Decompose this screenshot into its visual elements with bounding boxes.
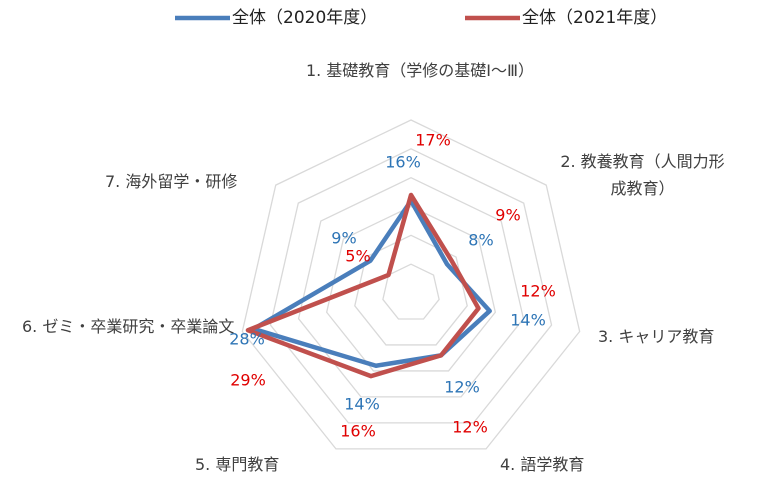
- data-label: 12%: [520, 282, 556, 301]
- axis-label: 6. ゼミ・卒業研究・卒業論文: [22, 317, 235, 336]
- data-label: 5%: [345, 247, 370, 266]
- data-label: 16%: [340, 422, 376, 441]
- data-label: 16%: [385, 153, 421, 172]
- data-label: 12%: [452, 418, 488, 437]
- grid-ring: [382, 263, 440, 320]
- axis-label: 4. 語学教育: [500, 455, 585, 474]
- legend-label: 全体（2021年度）: [522, 8, 667, 28]
- axis-label: 7. 海外留学・研修: [105, 172, 238, 191]
- grid-ring: [241, 119, 581, 450]
- axis-label: 3. キャリア教育: [598, 327, 715, 346]
- grid-ring: [297, 176, 525, 398]
- data-label: 12%: [444, 378, 480, 397]
- data-label: 14%: [344, 395, 380, 414]
- grid-ring: [269, 148, 553, 424]
- data-label: 9%: [331, 229, 356, 248]
- data-label: 28%: [229, 330, 265, 349]
- series-line: [245, 192, 481, 379]
- data-label: 9%: [495, 206, 520, 225]
- data-label: 29%: [230, 371, 266, 390]
- legend-label: 全体（2020年度）: [232, 8, 377, 28]
- data-label: 14%: [510, 311, 546, 330]
- axis-label: 5. 専門教育: [195, 455, 280, 474]
- data-label: 17%: [415, 131, 451, 150]
- series-line: [251, 198, 492, 368]
- axis-label: 2. 教養教育（人間力形成教育）: [560, 152, 725, 198]
- grid-ring: [354, 234, 468, 346]
- axis-label: 1. 基礎教育（学修の基礎Ⅰ～Ⅲ）: [305, 61, 535, 80]
- grid-ring: [325, 205, 497, 372]
- data-label: 8%: [468, 231, 493, 250]
